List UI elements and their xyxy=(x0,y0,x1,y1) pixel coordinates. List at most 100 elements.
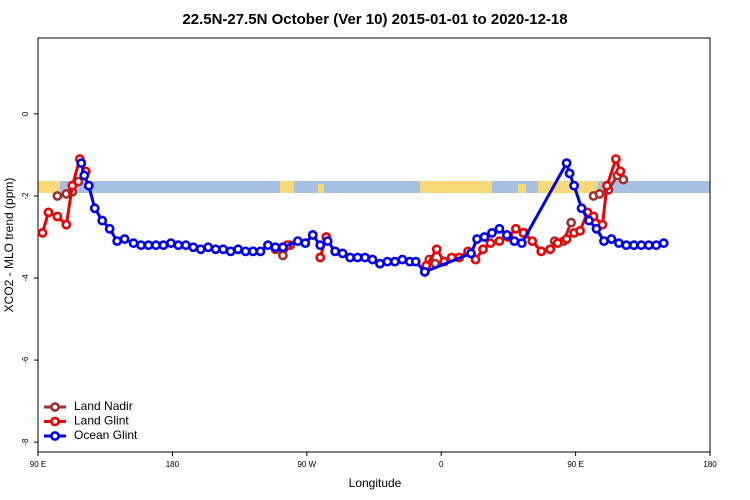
point xyxy=(367,254,378,265)
point xyxy=(636,240,647,251)
point xyxy=(509,236,520,247)
point xyxy=(564,168,575,179)
point xyxy=(566,217,577,228)
point xyxy=(397,254,408,265)
point xyxy=(487,227,497,238)
point xyxy=(478,244,488,255)
point xyxy=(606,234,617,244)
point xyxy=(278,250,288,261)
point xyxy=(255,246,266,257)
point xyxy=(651,240,662,251)
point xyxy=(248,246,258,257)
point xyxy=(527,236,538,247)
point xyxy=(233,244,244,255)
point xyxy=(173,240,184,251)
point xyxy=(112,236,123,247)
point xyxy=(210,244,221,255)
point xyxy=(545,244,556,255)
point xyxy=(180,240,191,251)
point xyxy=(628,240,639,251)
x-tick-label: 90 W xyxy=(297,460,316,469)
point xyxy=(360,252,370,263)
point xyxy=(470,254,481,265)
point xyxy=(292,236,303,247)
point xyxy=(658,238,669,249)
point xyxy=(536,246,547,257)
point xyxy=(576,203,587,214)
point xyxy=(79,170,90,181)
point xyxy=(643,240,654,251)
y-tick-label: -8 xyxy=(21,438,30,446)
point xyxy=(614,238,624,249)
chart-title: 22.5N-27.5N October (Ver 10) 2015-01-01 … xyxy=(182,11,567,28)
point xyxy=(591,223,602,234)
point xyxy=(97,215,108,226)
point xyxy=(510,223,521,234)
point xyxy=(494,236,505,247)
legend-label: Ocean Glint xyxy=(74,428,138,442)
point xyxy=(575,225,585,236)
point xyxy=(119,234,130,244)
point xyxy=(151,240,161,251)
x-tick-label: 0 xyxy=(439,460,444,469)
point xyxy=(188,242,199,253)
point xyxy=(345,252,356,263)
point xyxy=(158,240,169,251)
point xyxy=(330,246,341,257)
legend-marker xyxy=(50,416,60,427)
point xyxy=(52,211,63,222)
point xyxy=(300,238,311,249)
y-tick-label: 0 xyxy=(21,111,30,116)
point xyxy=(218,244,229,255)
point xyxy=(494,223,505,234)
point xyxy=(410,256,421,267)
x-tick-label: 90 E xyxy=(30,460,46,469)
point xyxy=(502,230,512,240)
point xyxy=(594,189,605,199)
point xyxy=(225,246,236,257)
point xyxy=(322,236,333,247)
point xyxy=(611,154,621,164)
point xyxy=(561,234,572,244)
point xyxy=(485,238,496,249)
legend-label: Land Glint xyxy=(74,414,129,428)
x-tick-label: 90 E xyxy=(567,460,583,469)
point xyxy=(263,240,273,251)
point xyxy=(270,242,281,253)
legend-label: Land Nadir xyxy=(74,399,133,413)
point xyxy=(599,236,609,247)
point xyxy=(419,266,430,277)
point xyxy=(337,248,348,259)
point xyxy=(136,240,146,251)
y-axis-label: XCO2 - MLO trend (ppm) xyxy=(2,178,16,313)
point xyxy=(195,244,206,255)
point xyxy=(315,240,326,251)
point xyxy=(618,174,629,185)
point xyxy=(61,219,72,230)
point xyxy=(552,238,563,249)
x-tick-label: 180 xyxy=(166,460,180,469)
point xyxy=(584,215,594,226)
point xyxy=(315,252,326,263)
point xyxy=(203,242,214,253)
legend-marker xyxy=(50,402,60,412)
point xyxy=(67,180,78,191)
point xyxy=(569,180,580,191)
point xyxy=(128,238,139,249)
point xyxy=(479,232,490,242)
point xyxy=(472,234,482,244)
point xyxy=(375,258,385,269)
point xyxy=(278,242,288,253)
point xyxy=(143,240,154,251)
y-tick-label: -2 xyxy=(21,192,30,200)
plot-frame xyxy=(37,37,711,453)
legend-marker xyxy=(50,431,60,441)
point xyxy=(89,203,100,214)
point xyxy=(466,248,476,259)
x-tick-label: 180 xyxy=(703,460,717,469)
point xyxy=(240,246,251,257)
y-tick-label: -4 xyxy=(21,274,30,282)
point xyxy=(352,252,363,263)
point xyxy=(52,191,63,201)
